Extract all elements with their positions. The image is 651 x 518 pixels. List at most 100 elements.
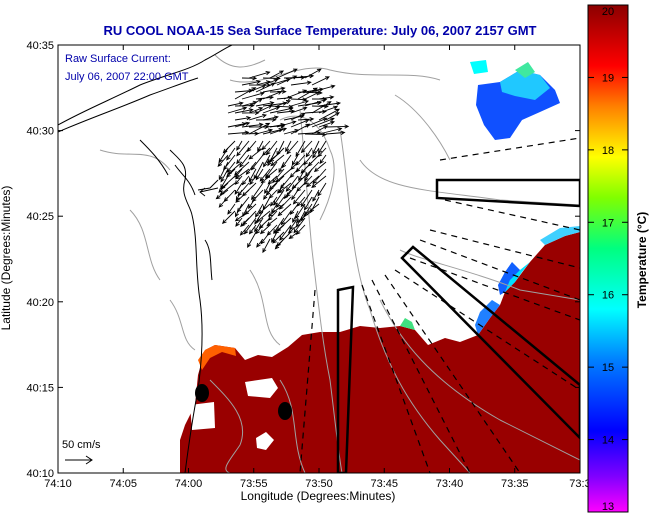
current-vector [218,161,229,181]
sst-edge-green [400,318,415,330]
current-vector [270,154,285,167]
current-vector [318,101,342,107]
current-vector [248,70,271,79]
current-vector [303,154,313,166]
survey-boxes [336,178,580,473]
current-vector [286,140,299,155]
station-marker-1 [195,384,209,402]
current-vector [248,113,267,121]
current-vector [269,196,278,207]
current-vector [239,154,250,168]
current-vector [317,147,327,158]
current-vector [278,196,292,210]
current-vector [319,154,327,165]
current-vector [291,189,299,201]
current-vector [248,98,263,107]
current-vector [292,189,306,205]
current-vector [217,154,229,167]
current-vector [276,68,298,79]
current-vector [236,140,243,151]
current-vector [255,128,274,135]
current-vector [312,147,320,159]
current-vector [268,189,278,199]
current-vector [276,217,292,232]
current-vector [267,175,278,185]
current-vector [227,106,248,114]
x-tick-label: 73:40 [436,478,464,490]
y-tick-label: 40:25 [26,211,54,223]
station-marker-2 [278,402,292,420]
current-vector [256,210,271,223]
current-vector [273,189,285,206]
bathymetry-contours [99,54,580,473]
current-vector [303,175,313,186]
current-vector [258,203,271,215]
annotation-line-2: July 06, 2007 22:00 GMT [65,71,189,83]
current-vector [250,154,264,171]
current-vector [245,161,257,176]
current-vector [248,84,267,93]
current-vector [235,217,243,227]
current-vector [279,224,292,241]
current-vector [285,175,299,192]
current-vector [241,91,265,100]
x-tick-label: 74:10 [44,478,72,490]
colorbar-tick-label: 16 [602,290,614,302]
sst-northeast-cyan-2 [470,60,488,74]
current-vector [220,168,229,183]
current-vector [325,130,346,135]
sst-northeast-cyan [500,70,550,100]
current-vectors [199,68,350,254]
current-vector [311,117,335,128]
annotation-line-1: Raw Surface Current: [65,53,171,65]
current-vector [243,217,257,235]
sst-northeast-green [515,62,535,78]
current-vector [267,210,278,221]
sst-edge-cyan-2 [540,226,580,245]
current-vector [291,154,299,166]
current-vector [227,101,244,107]
current-vector [295,210,313,224]
current-vector [223,189,236,203]
colorbar-tick-label: 17 [602,217,614,229]
sst-gap-2 [190,402,215,430]
current-vector [304,161,320,177]
y-tick-label: 40:30 [26,126,54,138]
current-vector [255,101,275,107]
sst-edge-blue [498,262,520,295]
current-vector [246,140,257,152]
current-vector [285,140,292,153]
x-axis-title: Longitude (Degrees:Minutes) [241,489,396,503]
current-vector [248,224,257,235]
current-vector [317,140,327,154]
current-vector [272,231,285,244]
current-vector [234,161,250,176]
current-vector [226,147,236,161]
current-vector [220,175,236,190]
current-vector [236,140,250,157]
current-vector [223,154,236,171]
chart-title: RU COOL NOAA-15 Sea Surface Temperature:… [103,23,536,38]
current-vector [295,224,306,235]
x-tick-label: 73:35 [501,478,529,490]
current-vector [222,140,236,154]
current-vector [236,147,250,165]
colorbar [587,4,629,513]
current-vector [304,132,327,137]
current-vector [244,203,257,216]
current-vector [241,182,257,197]
current-vector [305,147,313,158]
current-vector [304,68,322,79]
current-vector [248,107,264,114]
current-vector [290,106,308,114]
current-vector [279,175,292,190]
current-vector [325,124,350,129]
sst-edge-orange [198,345,236,370]
x-tick-label: 74:00 [175,478,203,490]
current-vector [227,203,236,215]
current-vector [281,154,292,169]
current-vector [289,203,299,216]
current-vector [242,210,257,226]
current-vector [291,175,306,190]
current-vector [234,182,243,195]
